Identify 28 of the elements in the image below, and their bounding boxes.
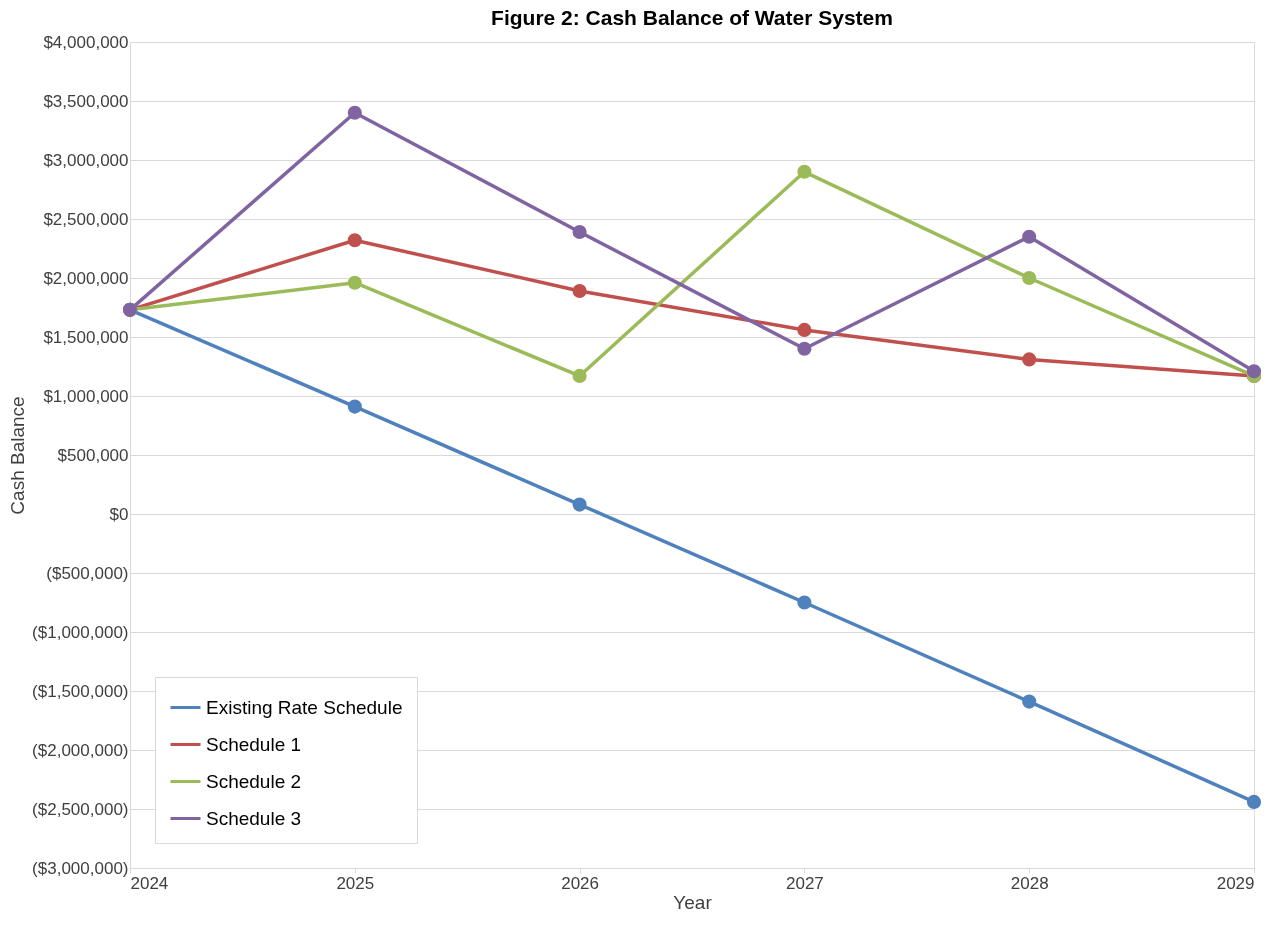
y-tick-label: ($500,000): [46, 563, 129, 583]
x-tick-label: 2025: [336, 873, 375, 893]
y-tick-label: $500,000: [57, 445, 129, 465]
y-tick-label: $3,500,000: [43, 91, 129, 111]
y-tick-label: ($1,000,000): [32, 622, 129, 642]
y-axis-title: Cash Balance: [7, 396, 29, 515]
y-tick-label: ($2,000,000): [32, 740, 129, 760]
y-tick-label: $3,000,000: [43, 150, 129, 170]
x-tick-label: 2028: [1010, 873, 1049, 893]
y-tick-label: $4,000,000: [43, 32, 129, 52]
x-tick-label: 2024: [130, 873, 169, 893]
y-tick-label: ($1,500,000): [32, 681, 129, 701]
chart-title: Figure 2: Cash Balance of Water System: [491, 6, 893, 29]
y-tick-label: $1,000,000: [43, 386, 129, 406]
legend-label: Schedule 1: [206, 733, 302, 755]
legend-label: Schedule 2: [206, 770, 302, 792]
x-tick-label: 2026: [561, 873, 600, 893]
y-tick-label: ($2,500,000): [32, 799, 129, 819]
y-tick-label: $1,500,000: [43, 327, 129, 347]
legend-label: Schedule 3: [206, 807, 302, 829]
y-tick-label: $0: [109, 504, 129, 524]
x-tick-label: 2027: [785, 873, 824, 893]
y-tick-label: $2,500,000: [43, 209, 129, 229]
legend-label: Existing Rate Schedule: [206, 696, 403, 718]
y-tick-label: $2,000,000: [43, 268, 129, 288]
x-axis-title: Year: [673, 891, 713, 913]
y-tick-label: ($3,000,000): [32, 858, 129, 878]
x-tick-label: 2029: [1216, 873, 1255, 893]
